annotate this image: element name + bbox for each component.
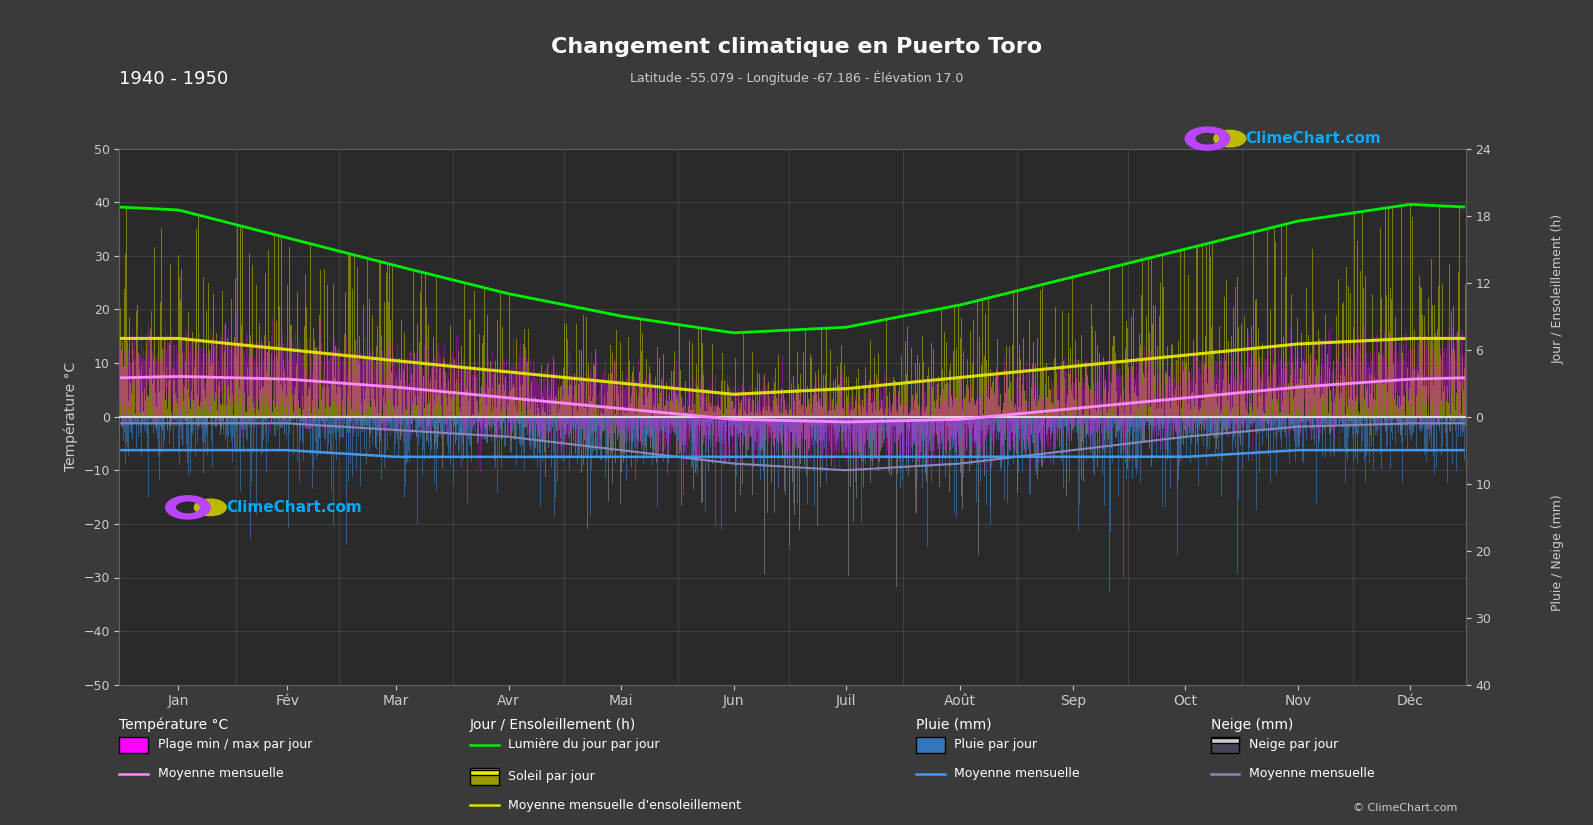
- Text: Changement climatique en Puerto Toro: Changement climatique en Puerto Toro: [551, 37, 1042, 57]
- Text: Température °C: Température °C: [119, 718, 229, 733]
- Text: Neige (mm): Neige (mm): [1211, 718, 1294, 732]
- Text: Pluie (mm): Pluie (mm): [916, 718, 991, 732]
- Text: Lumière du jour par jour: Lumière du jour par jour: [508, 738, 660, 752]
- Text: Pluie / Neige (mm): Pluie / Neige (mm): [1552, 494, 1564, 611]
- Text: Neige par jour: Neige par jour: [1249, 738, 1338, 752]
- Text: ClimeChart.com: ClimeChart.com: [1246, 131, 1381, 146]
- Text: Jour / Ensoleillement (h): Jour / Ensoleillement (h): [1552, 214, 1564, 364]
- Text: Moyenne mensuelle: Moyenne mensuelle: [954, 767, 1080, 780]
- Text: 1940 - 1950: 1940 - 1950: [119, 70, 229, 88]
- Text: Moyenne mensuelle d'ensoleillement: Moyenne mensuelle d'ensoleillement: [508, 799, 741, 812]
- Text: Soleil par jour: Soleil par jour: [508, 770, 594, 783]
- Text: Pluie par jour: Pluie par jour: [954, 738, 1037, 752]
- Y-axis label: Température °C: Température °C: [64, 362, 78, 471]
- Text: Moyenne mensuelle: Moyenne mensuelle: [1249, 767, 1375, 780]
- Text: Jour / Ensoleillement (h): Jour / Ensoleillement (h): [470, 718, 636, 732]
- Text: Moyenne mensuelle: Moyenne mensuelle: [158, 767, 284, 780]
- Text: Plage min / max par jour: Plage min / max par jour: [158, 738, 312, 752]
- Text: Latitude -55.079 - Longitude -67.186 - Élévation 17.0: Latitude -55.079 - Longitude -67.186 - É…: [629, 70, 964, 85]
- Text: © ClimeChart.com: © ClimeChart.com: [1352, 803, 1458, 813]
- Text: ClimeChart.com: ClimeChart.com: [226, 500, 362, 515]
